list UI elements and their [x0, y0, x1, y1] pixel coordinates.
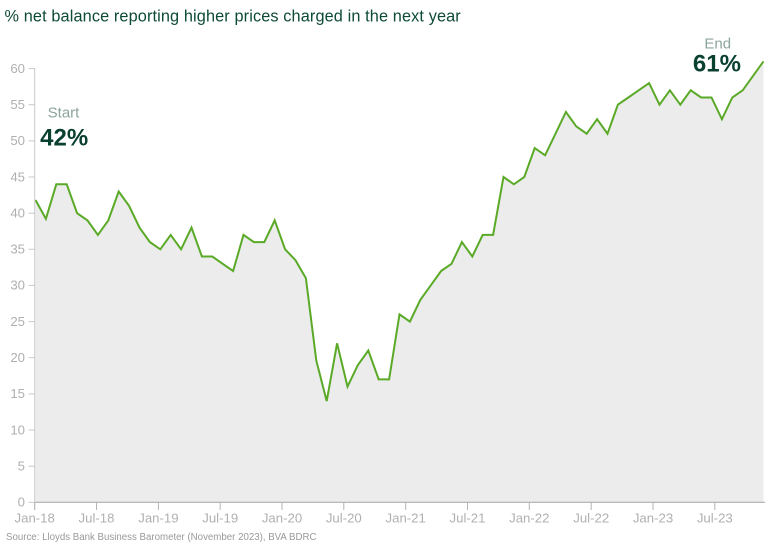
svg-text:0: 0 — [18, 495, 25, 510]
svg-text:50: 50 — [10, 133, 25, 148]
svg-text:Jan-18: Jan-18 — [15, 511, 55, 526]
svg-text:10: 10 — [10, 422, 25, 437]
svg-text:5: 5 — [18, 459, 25, 474]
svg-text:40: 40 — [10, 206, 25, 221]
svg-text:30: 30 — [10, 278, 25, 293]
svg-text:45: 45 — [10, 169, 25, 184]
svg-text:20: 20 — [10, 350, 25, 365]
svg-text:Source: Lloyds Bank Business B: Source: Lloyds Bank Business Barometer (… — [6, 532, 317, 543]
svg-text:Jul-22: Jul-22 — [573, 511, 609, 526]
svg-text:Jan-21: Jan-21 — [386, 511, 426, 526]
svg-text:Jul-19: Jul-19 — [202, 511, 238, 526]
svg-text:% net balance reporting higher: % net balance reporting higher prices ch… — [5, 8, 462, 26]
svg-text:35: 35 — [10, 242, 25, 257]
svg-text:25: 25 — [10, 314, 25, 329]
svg-text:Jul-21: Jul-21 — [450, 511, 486, 526]
svg-text:60: 60 — [10, 61, 25, 76]
svg-text:15: 15 — [10, 386, 25, 401]
svg-text:End: End — [704, 35, 731, 52]
svg-text:Jan-20: Jan-20 — [262, 511, 302, 526]
svg-text:Start: Start — [48, 105, 81, 122]
svg-text:Jan-23: Jan-23 — [633, 511, 673, 526]
svg-text:Jul-23: Jul-23 — [697, 511, 733, 526]
svg-text:42%: 42% — [40, 124, 88, 151]
svg-text:55: 55 — [10, 97, 25, 112]
svg-text:Jan-22: Jan-22 — [509, 511, 549, 526]
svg-text:61%: 61% — [693, 50, 741, 77]
svg-text:Jan-19: Jan-19 — [138, 511, 178, 526]
svg-text:Jul-18: Jul-18 — [79, 511, 115, 526]
svg-text:Jul-20: Jul-20 — [326, 511, 362, 526]
